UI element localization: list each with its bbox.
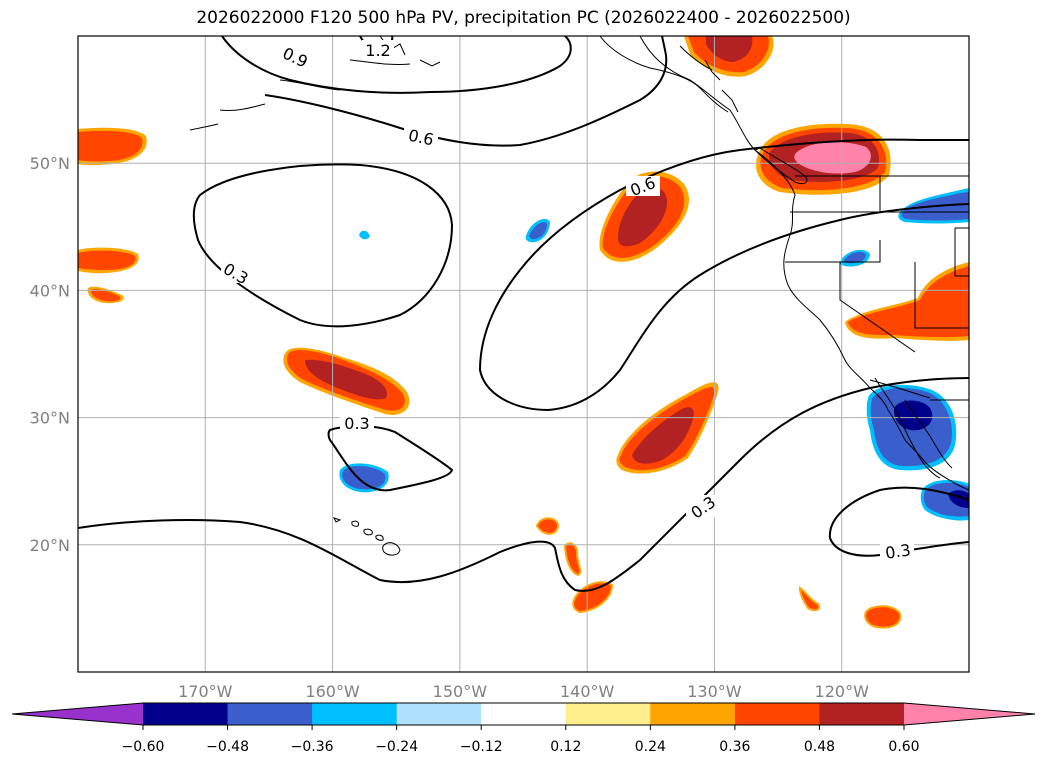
precip-area-gulf-of-alaska <box>684 36 774 77</box>
lon-tick-label: 120°W <box>815 682 870 701</box>
precip-area-45n-135w <box>599 171 689 262</box>
colorbar-segment <box>396 703 482 725</box>
chart-title: 2026022000 F120 500 hPa PV, precipitatio… <box>196 8 851 28</box>
coastline-mexico-border <box>869 379 931 399</box>
precip-area-california <box>845 262 969 341</box>
pv-contour-0.6-east <box>478 138 969 412</box>
lon-tick-label: 160°W <box>305 682 360 701</box>
colorbar-tick-label: −0.60 <box>122 739 165 755</box>
colorbar-tick-label: −0.24 <box>375 739 418 755</box>
precip-area-pacific-nw <box>756 123 891 195</box>
colorbar: −0.60 −0.48 −0.36 −0.24 −0.12 0.12 0.24 0.36 0.4… <box>11 702 1036 755</box>
pv-contour-0.3-hawaii-south <box>78 377 969 592</box>
coastline-alaska-panhandle <box>599 36 739 113</box>
colorbar-tick-label: −0.48 <box>206 739 249 755</box>
colorbar-tick-label: 0.60 <box>888 739 919 755</box>
lat-tick-label: 30°N <box>30 409 70 428</box>
pv-contours: 0.3 0.3 0.3 0.3 0.6 0.6 0.9 1.2 <box>78 36 969 592</box>
lat-tick-label: 50°N <box>30 154 70 173</box>
colorbar-tick-label: 0.12 <box>550 739 581 755</box>
lon-tick-label: 150°W <box>433 682 488 701</box>
coastline-baja <box>874 377 953 479</box>
pv-label-0.6-north: 0.6 <box>407 126 436 150</box>
colorbar-tick-label: 0.48 <box>804 739 835 755</box>
colorbar-extend-high <box>904 703 1035 725</box>
colorbar-tick-label: 0.24 <box>635 739 666 755</box>
precip-area-small-cells <box>535 517 902 629</box>
pv-contour-0.9 <box>221 36 572 94</box>
colorbar-segment <box>650 703 736 725</box>
coastline-vancouver-island <box>754 147 808 185</box>
precip-area-west-edge <box>78 127 147 304</box>
colorbar-segment <box>481 703 567 725</box>
pv-label-0.3-subtropical: 0.3 <box>344 414 369 433</box>
coastline-aleutians <box>189 36 441 131</box>
colorbar-tick-label: 0.36 <box>719 739 750 755</box>
pv-contour-0.3-loop-north <box>192 163 454 328</box>
lat-tick-label: 40°N <box>30 281 70 300</box>
lon-tick-label: 170°W <box>178 682 233 701</box>
axis-tick-labels: 170°W 160°W 150°W 140°W 130°W 120°W 20°N 30°N 40… <box>30 154 869 701</box>
pv-label-0.3-southeast: 0.3 <box>884 540 912 562</box>
coastline-north-america <box>639 36 969 491</box>
colorbar-segment <box>312 703 398 725</box>
colorbar-segment <box>565 703 651 725</box>
colorbar-extend-low <box>12 703 143 725</box>
lon-tick-label: 140°W <box>560 682 615 701</box>
lat-tick-label: 20°N <box>30 536 70 555</box>
pv-contour-0.3-subtropical-loop <box>327 425 454 492</box>
precip-area-33n-160w <box>283 347 410 415</box>
precip-area-28n-133w <box>616 382 719 474</box>
colorbar-segment <box>734 703 820 725</box>
pv-label-1.2: 1.2 <box>365 41 390 60</box>
pv-contour-0.6-north <box>264 36 668 147</box>
colorbar-tick-label: −0.36 <box>291 739 334 755</box>
colorbar-segment <box>819 703 905 725</box>
colorbar-segment <box>143 703 229 725</box>
colorbar-tick-label: −0.12 <box>460 739 503 755</box>
lon-tick-label: 130°W <box>687 682 742 701</box>
coastlines <box>189 36 969 556</box>
pv-contour-labels: 0.3 0.3 0.3 0.3 0.6 0.6 0.9 1.2 <box>220 40 914 563</box>
coastline-hawaii <box>333 517 401 556</box>
colorbar-segment <box>227 703 313 725</box>
map-frame <box>77 35 970 673</box>
precipitation-fill-layer <box>78 36 969 629</box>
